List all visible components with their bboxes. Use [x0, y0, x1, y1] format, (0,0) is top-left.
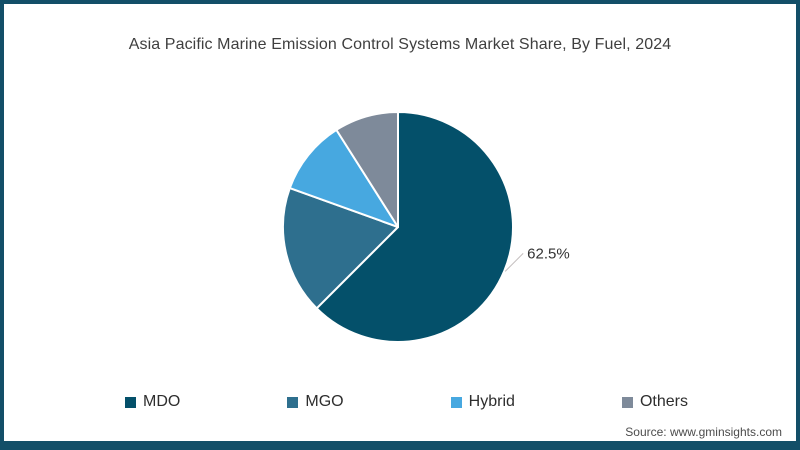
source-text: Source: www.gminsights.com	[625, 425, 782, 439]
legend-label: Others	[639, 393, 688, 410]
legend-item-mgo[interactable]: MGO	[287, 393, 344, 410]
label-leader-line	[504, 253, 524, 272]
legend-swatch-mdo	[125, 396, 136, 408]
pie-slice-mdo[interactable]	[315, 111, 514, 343]
slice-value-label: 62.5%	[527, 245, 570, 262]
pie-slice-mgo[interactable]	[282, 187, 399, 310]
pie-slice-hybrid[interactable]	[288, 128, 399, 228]
legend-label: MDO	[143, 393, 181, 410]
legend-label: Hybrid	[468, 393, 515, 410]
legend-item-mdo[interactable]: MDO	[125, 394, 180, 410]
legend-swatch-hybrid	[450, 396, 462, 408]
legend: MDO MGO Hybrid Others	[125, 394, 688, 410]
legend-label: MGO	[305, 393, 344, 410]
pie-slice-others[interactable]	[335, 111, 399, 228]
legend-item-others[interactable]: Others	[621, 393, 688, 410]
legend-swatch-others	[621, 396, 633, 408]
chart-title: Asia Pacific Marine Emission Control Sys…	[128, 36, 672, 53]
legend-swatch-mgo	[287, 396, 299, 408]
legend-item-hybrid[interactable]: Hybrid	[450, 393, 515, 410]
